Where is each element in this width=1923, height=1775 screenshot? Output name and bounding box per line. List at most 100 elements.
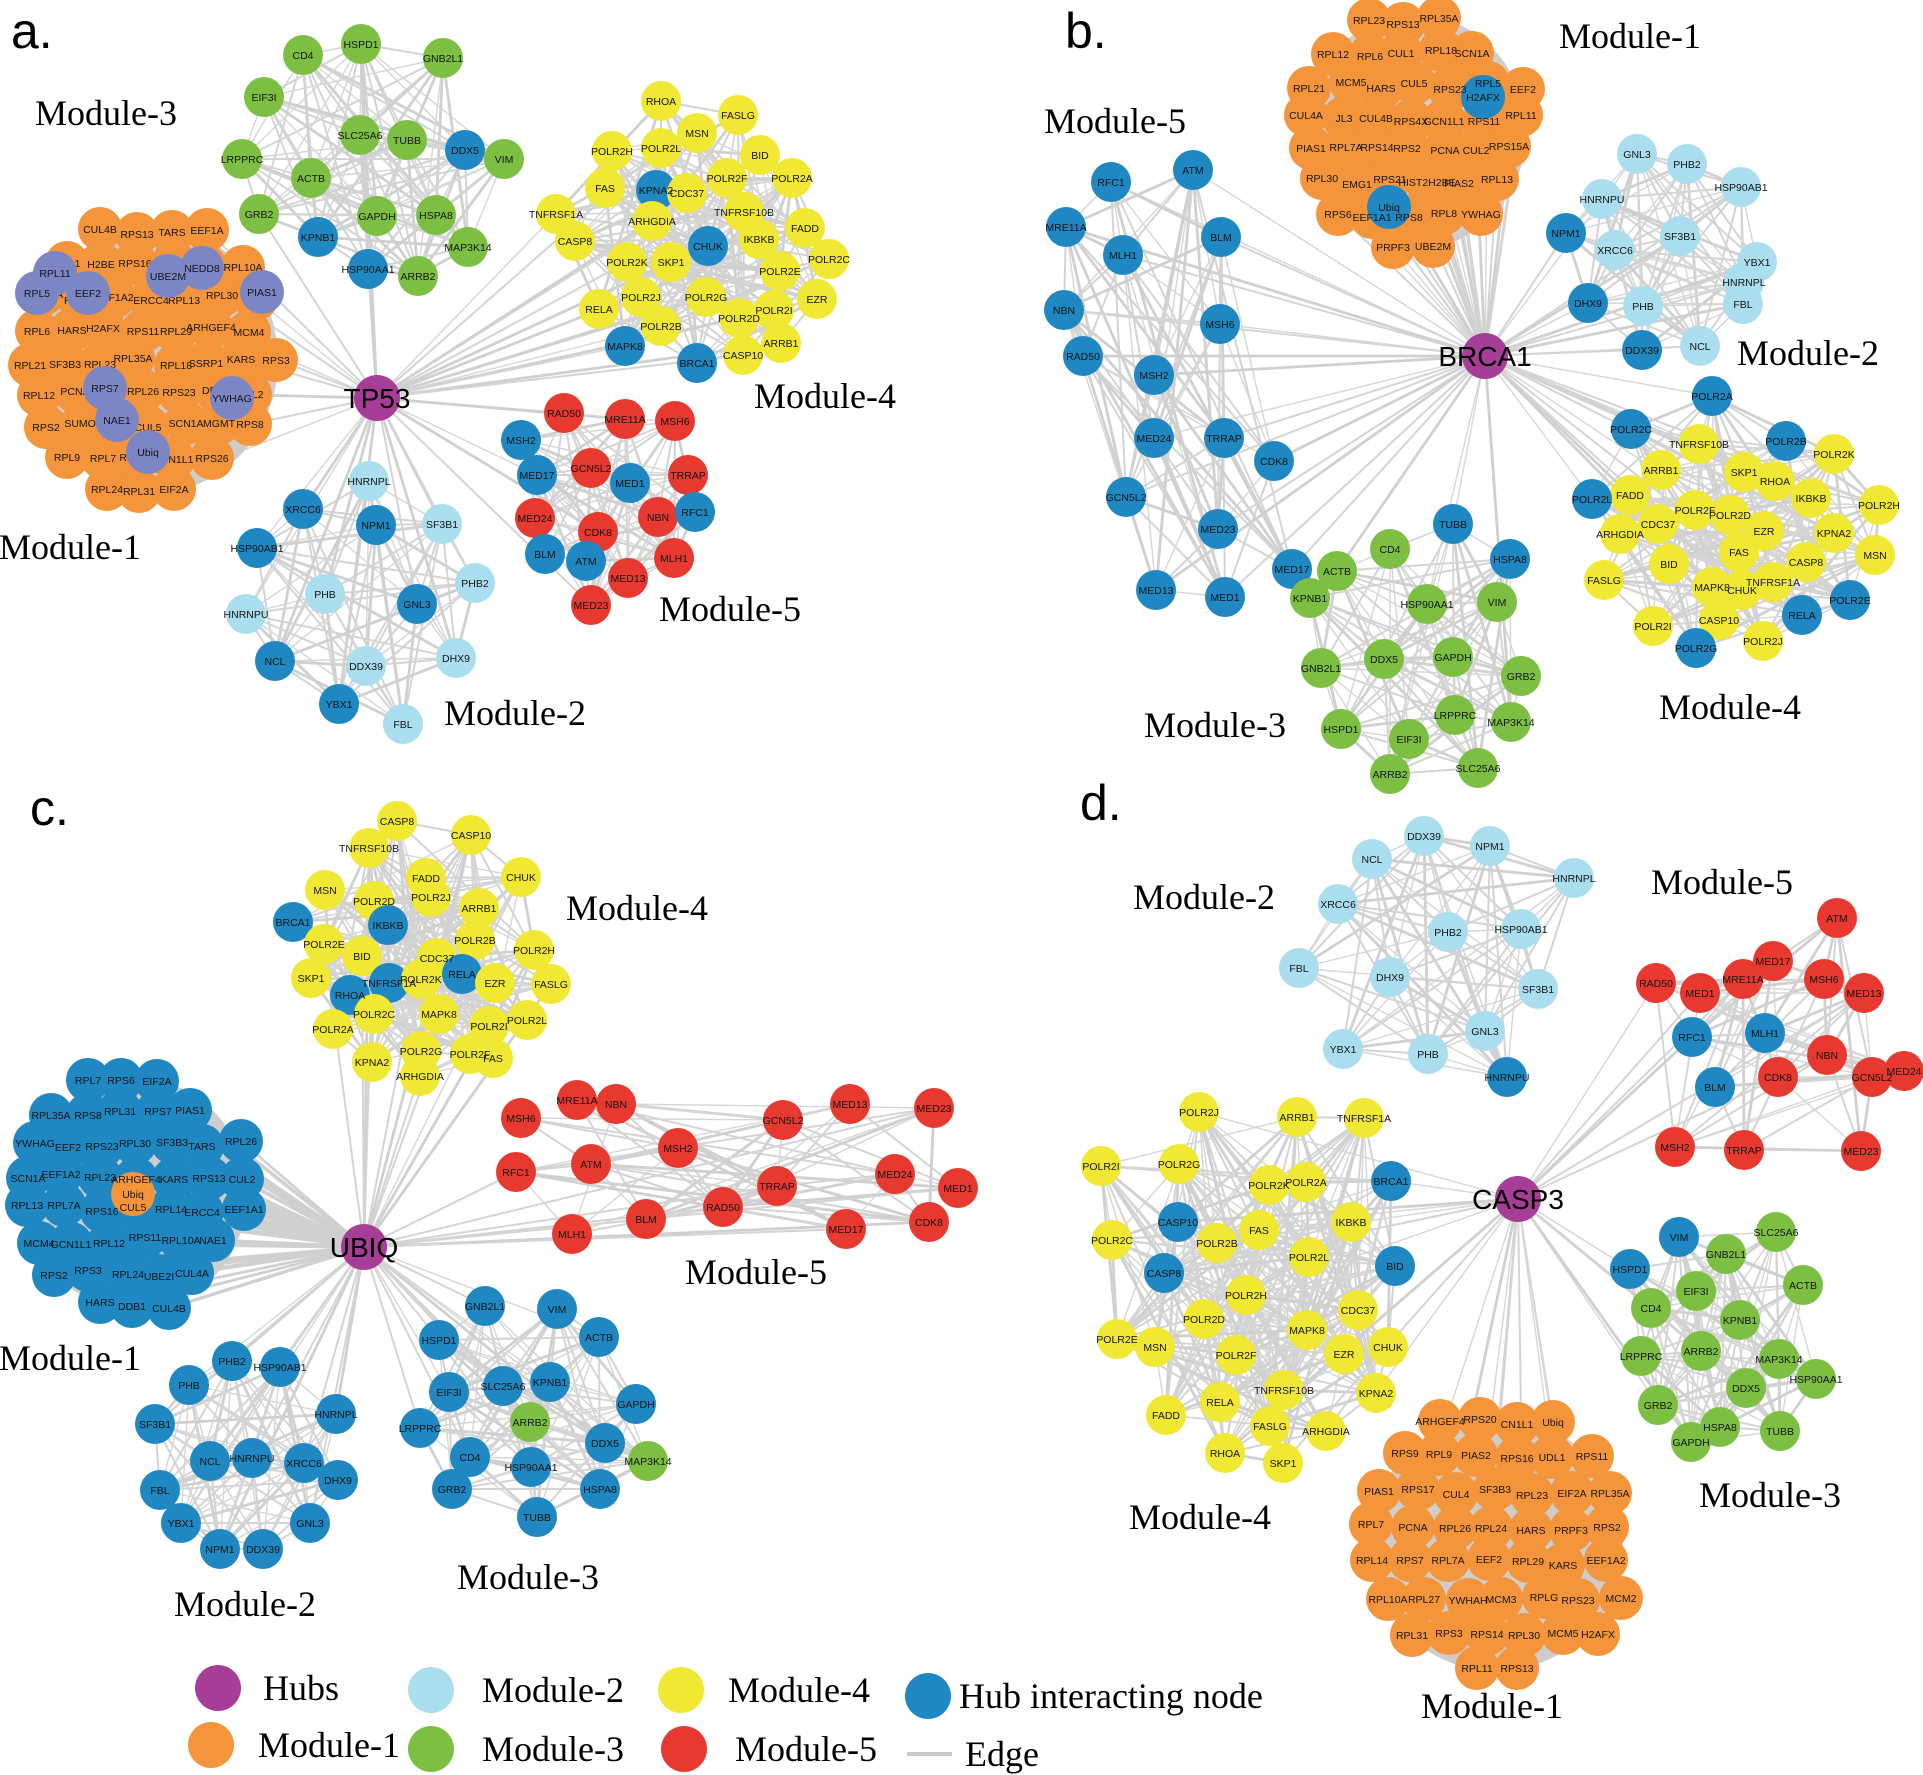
svg-text:Module-4: Module-4 [566, 888, 708, 928]
svg-text:DDX5: DDX5 [1732, 1383, 1760, 1395]
svg-text:MRE11A: MRE11A [1722, 974, 1763, 986]
svg-text:RAD50: RAD50 [1639, 978, 1673, 990]
svg-text:MED13: MED13 [1846, 988, 1881, 1000]
svg-text:RHOA: RHOA [1210, 1448, 1240, 1460]
svg-text:NBN: NBN [605, 1099, 627, 1111]
svg-text:CUL4A: CUL4A [1289, 110, 1323, 122]
svg-text:HSPA8: HSPA8 [583, 1484, 617, 1496]
svg-text:b.: b. [1065, 3, 1107, 59]
svg-text:RPL13: RPL13 [11, 1200, 43, 1212]
svg-text:RPL7: RPL7 [1358, 1519, 1384, 1531]
svg-text:RPL12: RPL12 [1317, 49, 1349, 61]
svg-text:ARHGEF4: ARHGEF4 [186, 322, 236, 334]
svg-text:YBX1: YBX1 [1744, 257, 1771, 269]
svg-text:RPL11: RPL11 [1505, 110, 1536, 122]
svg-text:CDC37: CDC37 [670, 188, 705, 200]
svg-text:UDL1: UDL1 [1539, 1452, 1566, 1464]
svg-text:ARRB2: ARRB2 [400, 271, 435, 283]
svg-text:TNFRSF10B: TNFRSF10B [1254, 1385, 1314, 1397]
svg-text:MAPK8: MAPK8 [607, 341, 643, 353]
svg-text:RPLG: RPLG [1530, 1592, 1559, 1604]
svg-text:TUBB: TUBB [1439, 519, 1467, 531]
svg-text:ARRB2: ARRB2 [1372, 769, 1407, 781]
svg-text:CASP3: CASP3 [1472, 1184, 1564, 1215]
svg-text:RPL7A: RPL7A [1329, 142, 1362, 154]
svg-text:Module-3: Module-3 [457, 1557, 599, 1597]
svg-text:MCM5: MCM5 [1548, 1628, 1579, 1640]
svg-text:HARS: HARS [85, 1297, 114, 1309]
svg-text:SCN1A: SCN1A [168, 418, 203, 430]
svg-text:CDC37: CDC37 [1341, 1305, 1376, 1317]
svg-text:H2AFX: H2AFX [1581, 1629, 1615, 1641]
svg-text:RPL35A: RPL35A [113, 353, 152, 365]
svg-text:RPS13: RPS13 [192, 1173, 225, 1185]
svg-text:MED17: MED17 [828, 1224, 863, 1236]
svg-text:HARS: HARS [57, 325, 86, 337]
svg-text:Edge: Edge [965, 1734, 1039, 1774]
svg-text:MSH2: MSH2 [663, 1143, 692, 1155]
svg-text:CDC37: CDC37 [1641, 519, 1676, 531]
svg-text:MSH2: MSH2 [1139, 370, 1168, 382]
svg-text:CUL5: CUL5 [1401, 78, 1428, 90]
svg-text:DHX9: DHX9 [442, 653, 470, 665]
svg-text:PRPF3: PRPF3 [1554, 1525, 1588, 1537]
svg-text:YBX1: YBX1 [1330, 1044, 1357, 1056]
svg-text:ARRB1: ARRB1 [1643, 465, 1678, 477]
svg-text:TUBB: TUBB [393, 135, 421, 147]
svg-text:CDK8: CDK8 [1260, 456, 1288, 468]
svg-text:ARHGEF4: ARHGEF4 [111, 1174, 161, 1186]
svg-text:PHB2: PHB2 [218, 1356, 246, 1368]
svg-text:GAPDH: GAPDH [358, 211, 395, 223]
svg-text:PIAS2: PIAS2 [1444, 178, 1474, 190]
svg-text:POLR2K: POLR2K [606, 257, 647, 269]
svg-text:PHB2: PHB2 [1673, 159, 1701, 171]
svg-text:CUL4A: CUL4A [175, 1268, 209, 1280]
svg-text:POLR2D: POLR2D [1183, 1314, 1225, 1326]
svg-text:RPL26: RPL26 [225, 1136, 257, 1148]
svg-text:RPL31: RPL31 [104, 1106, 136, 1118]
svg-text:RPS16: RPS16 [85, 1206, 118, 1218]
svg-text:HSPD1: HSPD1 [1612, 1264, 1647, 1276]
svg-text:POLR2E: POLR2E [1829, 595, 1870, 607]
svg-text:GCN5L2: GCN5L2 [1852, 1072, 1893, 1084]
svg-text:CD4: CD4 [1379, 544, 1400, 556]
svg-text:H2AFX: H2AFX [86, 323, 120, 335]
svg-text:CUL4B: CUL4B [83, 224, 117, 236]
svg-text:RPS14: RPS14 [1360, 142, 1393, 154]
svg-text:SLC25A6: SLC25A6 [1754, 1227, 1799, 1239]
svg-text:MSH6: MSH6 [1809, 974, 1838, 986]
svg-text:ACTB: ACTB [585, 1332, 613, 1344]
svg-text:RPL9: RPL9 [54, 452, 80, 464]
svg-text:Module-2: Module-2 [1737, 333, 1879, 373]
svg-text:LRPPRC: LRPPRC [1434, 710, 1477, 722]
svg-text:Module-2: Module-2 [444, 693, 586, 733]
svg-text:HSP90AB1: HSP90AB1 [230, 543, 283, 555]
svg-text:RPL30: RPL30 [119, 1138, 151, 1150]
svg-text:GNB2L1: GNB2L1 [1301, 663, 1341, 675]
svg-text:YWHAH: YWHAH [1448, 1595, 1487, 1607]
svg-text:Module-5: Module-5 [1044, 101, 1186, 141]
svg-text:SF3B1: SF3B1 [1664, 231, 1696, 243]
svg-text:RPL13: RPL13 [1481, 174, 1513, 186]
svg-text:ATM: ATM [1182, 165, 1203, 177]
svg-text:FADD: FADD [1616, 490, 1644, 502]
svg-text:ARHGDIA: ARHGDIA [628, 216, 676, 228]
svg-text:YBX1: YBX1 [326, 699, 353, 711]
svg-text:HNRNPU: HNRNPU [1580, 194, 1625, 206]
svg-text:FAS: FAS [483, 1053, 503, 1065]
svg-text:RPS2: RPS2 [1393, 143, 1421, 155]
svg-text:SKP1: SKP1 [1270, 1458, 1297, 1470]
svg-text:KPNA2: KPNA2 [639, 185, 674, 197]
svg-text:Module-1: Module-1 [1421, 1686, 1563, 1726]
svg-text:RPL24: RPL24 [112, 1269, 144, 1281]
svg-text:MSN: MSN [1863, 550, 1886, 562]
svg-text:Module-1: Module-1 [0, 1338, 141, 1378]
svg-text:TARS: TARS [188, 1141, 215, 1153]
svg-text:KPNA2: KPNA2 [355, 1057, 390, 1069]
svg-text:RPL5: RPL5 [1475, 78, 1501, 90]
svg-text:DDX39: DDX39 [246, 1544, 280, 1556]
svg-text:MRE11A: MRE11A [604, 414, 645, 426]
svg-text:Module-4: Module-4 [1659, 687, 1801, 727]
svg-text:RHOA: RHOA [1760, 476, 1790, 488]
svg-text:POLR2F: POLR2F [450, 1049, 491, 1061]
